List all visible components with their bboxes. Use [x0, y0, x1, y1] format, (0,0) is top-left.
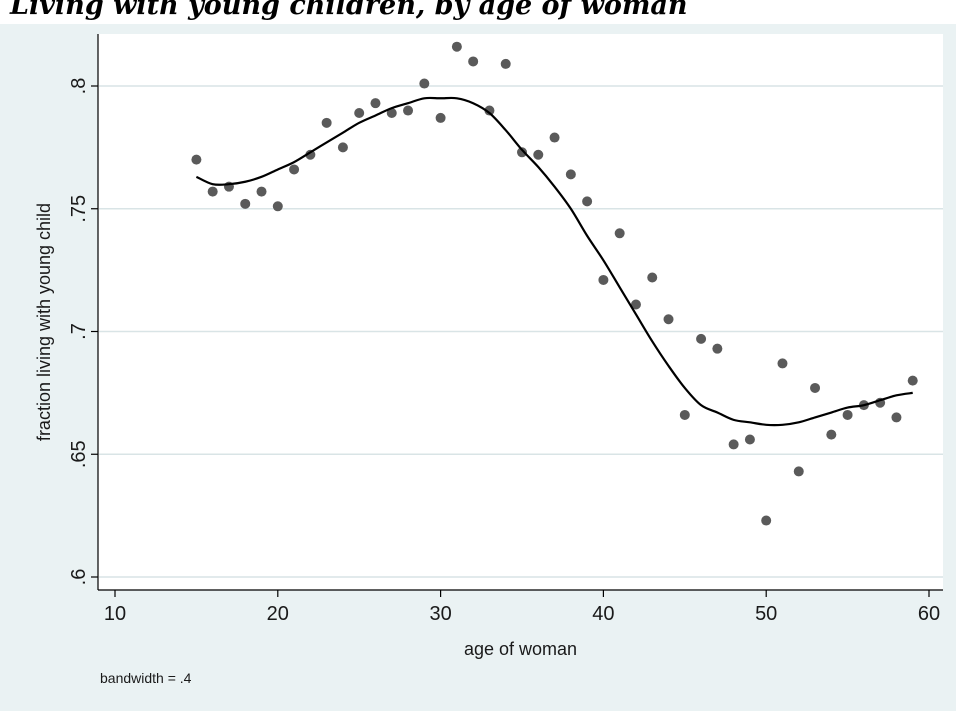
x-tick-label-5: 60 — [918, 603, 940, 625]
y-axis-title: fraction living with young child — [34, 203, 54, 441]
data-point-21 — [533, 149, 544, 160]
data-point-36 — [777, 358, 788, 369]
x-tick-label-2: 30 — [429, 603, 451, 625]
data-point-10 — [354, 108, 365, 119]
data-point-24 — [582, 196, 593, 207]
data-point-5 — [272, 201, 283, 212]
y-axis-ticks: .6 .65 .7 .75 .8 — [68, 78, 98, 586]
data-point-13 — [403, 105, 414, 116]
data-point-4 — [256, 186, 267, 197]
data-point-33 — [728, 439, 739, 450]
data-point-37 — [793, 466, 804, 477]
data-point-19 — [500, 58, 511, 69]
data-point-3 — [240, 198, 251, 209]
y-tick-label-0: .6 — [68, 569, 90, 586]
x-tick-label-3: 40 — [592, 603, 614, 625]
chart-title: Living with young children, by age of wo… — [9, 0, 688, 21]
y-tick-label-2: .7 — [68, 323, 90, 340]
data-point-15 — [435, 112, 446, 123]
data-point-6 — [289, 164, 300, 175]
x-axis-ticks: 10 20 30 40 50 60 — [104, 590, 940, 625]
bandwidth-note: bandwidth = .4 — [100, 670, 192, 686]
data-point-44 — [907, 375, 918, 386]
data-point-23 — [565, 169, 576, 180]
y-tick-label-4: .8 — [68, 78, 90, 95]
data-point-17 — [468, 56, 479, 67]
data-point-30 — [679, 409, 690, 420]
data-point-32 — [712, 343, 723, 354]
data-point-12 — [386, 108, 397, 119]
data-point-9 — [337, 142, 348, 153]
data-point-43 — [891, 412, 902, 423]
data-point-11 — [370, 98, 381, 109]
data-point-27 — [630, 299, 641, 310]
y-tick-label-3: .75 — [68, 195, 90, 223]
data-point-34 — [744, 434, 755, 445]
data-point-29 — [663, 314, 674, 325]
x-tick-label-0: 10 — [104, 603, 126, 625]
data-point-14 — [419, 78, 430, 89]
data-point-39 — [826, 429, 837, 440]
data-point-7 — [305, 149, 316, 160]
lowess-smooth-line — [195, 96, 913, 427]
plot-area — [98, 34, 943, 590]
data-points — [191, 41, 918, 526]
gridlines — [99, 85, 943, 578]
x-axis-title: age of woman — [464, 639, 577, 659]
data-point-1 — [207, 186, 218, 197]
x-tick-label-1: 20 — [267, 603, 289, 625]
data-point-20 — [517, 147, 527, 158]
axes — [97, 34, 943, 591]
data-point-22 — [549, 132, 560, 143]
data-point-16 — [451, 41, 462, 52]
data-point-38 — [810, 382, 821, 393]
data-point-26 — [614, 228, 625, 239]
data-point-25 — [598, 274, 609, 285]
x-tick-label-4: 50 — [755, 603, 777, 625]
data-point-40 — [842, 409, 853, 420]
data-point-8 — [321, 117, 332, 128]
data-point-28 — [647, 272, 658, 283]
data-point-35 — [761, 515, 772, 526]
data-point-18 — [484, 105, 495, 116]
data-point-0 — [191, 154, 202, 165]
y-tick-label-1: .65 — [68, 440, 90, 468]
data-point-31 — [696, 333, 707, 344]
